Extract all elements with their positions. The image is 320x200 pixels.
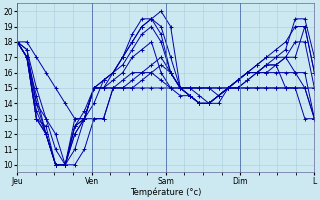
X-axis label: Température (°c): Température (°c) (130, 187, 202, 197)
